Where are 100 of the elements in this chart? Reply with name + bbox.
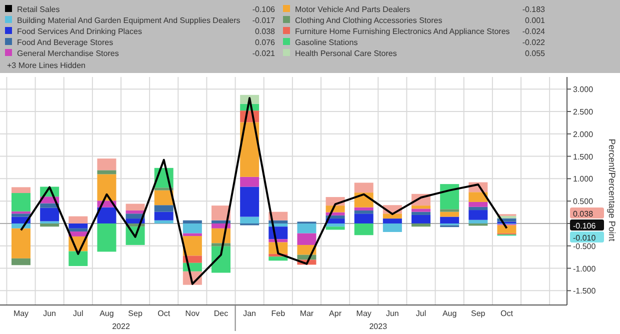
bar [382, 214, 402, 219]
bar [326, 223, 345, 227]
bar [440, 184, 460, 210]
bar [12, 214, 30, 217]
legend-label: General Merchandise Stores [17, 49, 119, 58]
text: -0.024 [522, 27, 546, 36]
bar [212, 246, 230, 273]
bar [268, 256, 288, 261]
text: -0.022 [522, 38, 546, 47]
bar [12, 258, 30, 266]
bar [468, 206, 488, 210]
bar [382, 218, 402, 224]
bar [412, 214, 430, 224]
x-tick-label: Aug [100, 309, 114, 318]
bar [12, 228, 30, 258]
y-tick-label: 3.000 [573, 85, 594, 94]
text: 0.038 [573, 209, 594, 218]
bar [182, 220, 202, 224]
bar [126, 204, 145, 210]
bar [382, 223, 402, 232]
bar [97, 170, 116, 174]
bar [12, 193, 30, 212]
x-tick-label: Jul [73, 309, 84, 318]
bar [240, 216, 260, 224]
bar [154, 190, 174, 206]
x-tick-label: Jun [43, 309, 56, 318]
bar [354, 210, 374, 214]
legend-label: Building Material And Garden Equipment And Supplies Dealers [17, 16, 240, 25]
legend-label: Gasoline Stations [295, 38, 358, 47]
y-tick-label: 1.000 [573, 174, 594, 184]
bar [97, 174, 116, 201]
x-tick-label: Oct [500, 309, 514, 318]
text: +3 More Lines Hidden [7, 61, 86, 70]
y-tick-label: 0.500 [573, 197, 594, 206]
x-tick-label: May [356, 309, 372, 318]
bar [182, 233, 202, 236]
bar [354, 182, 374, 193]
y-tick-label: -1.000 [573, 264, 596, 274]
bar [297, 233, 316, 245]
bar [68, 223, 88, 228]
x-tick-label: Jan [243, 309, 256, 318]
bar [468, 220, 488, 224]
bar [97, 158, 116, 170]
x-tick-label: May [13, 309, 29, 318]
bar [40, 208, 60, 222]
legend-label: Clothing And Clothing Accessories Stores [295, 16, 442, 25]
x-tick-label: Sep [128, 309, 143, 318]
line-series [20, 97, 508, 285]
bar [182, 236, 202, 256]
bar [154, 205, 174, 212]
y-tick-label: 2.000 [573, 130, 594, 139]
bar [354, 223, 374, 236]
text: 2023 [369, 322, 388, 331]
bar [68, 251, 88, 266]
bar [412, 212, 430, 215]
legend-label: Retail Sales [17, 5, 60, 14]
x-tick-label: Nov [185, 309, 200, 318]
bar [468, 192, 488, 202]
text: 2022 [112, 322, 130, 331]
bar [40, 223, 60, 227]
text: -0.021 [252, 49, 276, 58]
bar [68, 228, 88, 232]
bar [354, 214, 374, 224]
text: 0.001 [524, 16, 546, 25]
x-tick-label: Feb [271, 309, 286, 318]
bar [326, 226, 345, 230]
text: -0.017 [252, 16, 276, 25]
text: -0.183 [522, 5, 546, 14]
bar [297, 223, 316, 234]
bar [97, 207, 116, 224]
legend-label: Food Services And Drinking Places [17, 27, 142, 36]
y-tick-label: -1.500 [573, 286, 596, 296]
legend-label: Food And Beverage Stores [17, 38, 114, 47]
y-axis-title: Percent/Percentage Point [607, 138, 617, 242]
bar [412, 208, 430, 212]
bar [412, 223, 430, 227]
bar [154, 212, 174, 220]
bar [240, 176, 260, 187]
bar [440, 216, 460, 224]
bar [354, 207, 374, 210]
text: 0.038 [254, 27, 276, 36]
text: -0.010 [573, 233, 596, 242]
legend-label: Furniture Home Furnishing Electronics And Appliance Stores [295, 27, 510, 36]
legend-label: Motor Vehicle And Parts Dealers [295, 5, 410, 14]
x-tick-label: Apr [329, 309, 342, 318]
bar [182, 223, 202, 234]
x-tick-label: Oct [158, 309, 171, 318]
x-tick-label: Jul [416, 309, 426, 318]
bar [68, 216, 88, 224]
x-tick-label: Jun [386, 309, 399, 318]
y-tick-label: 1.500 [573, 152, 594, 162]
bar [440, 212, 460, 217]
bar [412, 206, 430, 209]
bar [468, 202, 488, 207]
text: 0.055 [524, 49, 546, 58]
bar [468, 210, 488, 220]
x-tick-label: Aug [442, 309, 457, 318]
x-tick-label: Sep [471, 309, 486, 318]
bar [97, 223, 116, 252]
bar [497, 225, 516, 234]
